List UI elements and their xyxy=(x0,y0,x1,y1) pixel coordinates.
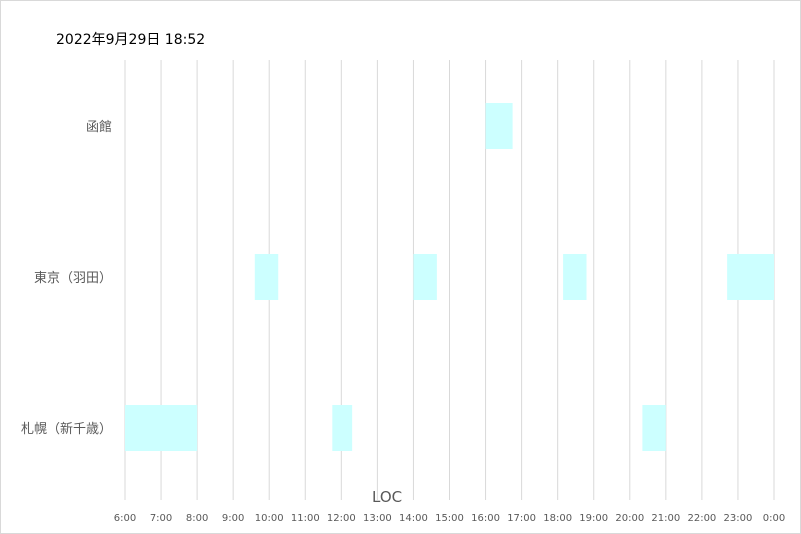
x-tick-label: 8:00 xyxy=(186,513,208,524)
interval-bar xyxy=(642,405,666,451)
x-tick-label: 21:00 xyxy=(651,513,680,524)
x-tick-label: 12:00 xyxy=(327,513,356,524)
x-tick-label: 0:00 xyxy=(763,513,785,524)
bars xyxy=(125,103,774,451)
interval-bar xyxy=(332,405,353,451)
x-axis-title: LOC xyxy=(372,488,403,506)
x-tick-label: 15:00 xyxy=(435,513,464,524)
x-tick-label: 10:00 xyxy=(255,513,284,524)
x-tick-label: 17:00 xyxy=(507,513,536,524)
interval-bar xyxy=(485,103,513,149)
x-tick-labels: 6:00 7:00 8:00 9:00 10:00 11:00 12:00 13:00 14:0… xyxy=(114,513,785,524)
interval-bar xyxy=(563,254,587,300)
interval-bar xyxy=(727,254,774,300)
x-tick-label: 18:00 xyxy=(543,513,572,524)
x-tick-label: 19:00 xyxy=(579,513,608,524)
x-tick-label: 6:00 xyxy=(114,513,136,524)
x-tick-label: 9:00 xyxy=(222,513,244,524)
chart-title: 2022年9月29日 18:52 xyxy=(56,32,206,48)
x-tick-label: 13:00 xyxy=(363,513,392,524)
category-label: 東京（羽田） xyxy=(34,270,112,286)
x-tick-label: 7:00 xyxy=(150,513,172,524)
x-tick-label: 20:00 xyxy=(615,513,644,524)
category-label: 札幌（新千歳） xyxy=(21,421,112,437)
x-tick-label: 22:00 xyxy=(687,513,716,524)
category-label: 函館 xyxy=(86,120,112,135)
interval-bar xyxy=(125,405,198,451)
x-tick-label: 23:00 xyxy=(724,513,753,524)
interval-bar xyxy=(413,254,437,300)
gridlines xyxy=(124,60,775,500)
x-tick-label: 16:00 xyxy=(471,513,500,524)
x-tick-label: 11:00 xyxy=(291,513,320,524)
x-tick-label: 14:00 xyxy=(399,513,428,524)
interval-bar xyxy=(254,254,279,300)
